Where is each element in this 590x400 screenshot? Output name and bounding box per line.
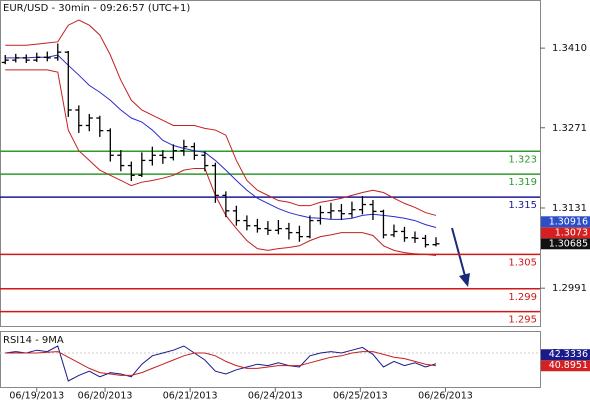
ohlc-bar: [127, 161, 135, 182]
ohlc-bar: [96, 115, 104, 137]
level-label: 1.323: [508, 154, 537, 165]
ohlc-bar: [159, 150, 167, 164]
ohlc-bar: [190, 142, 198, 160]
ohlc-bar: [432, 237, 440, 247]
value-marker: [541, 360, 590, 372]
ohlc-bar: [222, 191, 230, 218]
value-marker: [541, 238, 590, 250]
ohlc-bar: [421, 234, 429, 248]
series-line: [5, 69, 437, 257]
x-tick-label: 06/19/2013: [9, 391, 64, 400]
ohlc-bar: [106, 128, 114, 162]
x-tick-label: 06/21/2013: [163, 391, 218, 400]
x-tick-label: 06/24/2013: [248, 391, 303, 400]
panel-title: RSI14 - 9MA: [3, 335, 64, 346]
ohlc-bar: [306, 215, 314, 239]
ohlc-bar: [411, 231, 419, 243]
x-tick-label: 06/20/2013: [78, 391, 133, 400]
ohlc-bar: [390, 224, 398, 238]
ohlc-bar: [400, 226, 408, 242]
ohlc-bar: [75, 105, 83, 133]
value-marker-label: 40.8951: [549, 360, 588, 371]
x-tick-label: 06/25/2013: [333, 391, 388, 400]
series-line: [5, 54, 437, 228]
value-marker-label: 1.30916: [549, 216, 588, 227]
ohlc-bar: [285, 222, 293, 240]
level-label: 1.319: [508, 177, 537, 188]
value-marker-label: 1.3073: [555, 227, 588, 238]
value-marker: [541, 227, 590, 239]
level-label: 1.305: [508, 257, 537, 268]
ohlc-bar: [232, 205, 240, 226]
ohlc-bar: [327, 202, 335, 219]
ohlc-bar: [274, 220, 282, 235]
ohlc-bar: [12, 53, 20, 63]
ohlc-bar: [64, 50, 72, 117]
ohlc-bar: [22, 54, 30, 64]
ohlc-bar: [117, 150, 125, 172]
ohlc-bar: [337, 203, 345, 221]
arrow-head: [459, 273, 470, 287]
price-panel-frame: [0, 0, 541, 327]
ohlc-bar: [54, 43, 62, 61]
ohlc-bar: [379, 209, 387, 239]
ohlc-bar: [138, 152, 146, 178]
rsi-panel-frame: [0, 331, 541, 388]
series-line: [5, 351, 437, 376]
ohlc-bar: [358, 195, 366, 215]
ohlc-bar: [1, 55, 9, 65]
y-tick-label: 1.3131: [552, 203, 587, 214]
panel-title: EUR/USD - 30min - 09:26:57 (UTC+1): [3, 3, 190, 14]
ohlc-bar: [85, 114, 93, 132]
ohlc-bar: [33, 52, 41, 62]
x-tick-label: 06/26/2013: [418, 391, 473, 400]
ohlc-bar: [316, 205, 324, 225]
value-marker-label: 1.30685: [549, 238, 588, 249]
ohlc-bar: [369, 199, 377, 221]
forecast-arrow: [451, 227, 470, 287]
ohlc-bar: [43, 51, 51, 62]
value-marker: [541, 349, 590, 361]
value-marker: [541, 216, 590, 228]
ohlc-bar: [211, 162, 219, 203]
ohlc-bar: [253, 218, 261, 233]
ohlc-bar: [180, 139, 188, 156]
level-label: 1.315: [508, 200, 537, 211]
value-marker-label: 42.3336: [549, 349, 588, 360]
ohlc-bar: [169, 144, 177, 161]
ohlc-bar: [264, 221, 272, 235]
y-tick-label: 1.3271: [552, 123, 587, 134]
series-line: [5, 19, 437, 216]
ohlc-bar: [201, 151, 209, 172]
ohlc-bar: [295, 225, 303, 242]
level-label: 1.299: [508, 292, 537, 303]
y-tick-label: 1.2991: [552, 283, 587, 294]
ohlc-bar: [148, 146, 156, 166]
arrow-shaft: [451, 227, 466, 277]
series-line: [5, 345, 437, 382]
ohlc-bar: [243, 215, 251, 231]
level-label: 1.295: [508, 315, 537, 326]
ohlc-bar: [348, 201, 356, 218]
y-tick-label: 1.3410: [552, 43, 587, 54]
